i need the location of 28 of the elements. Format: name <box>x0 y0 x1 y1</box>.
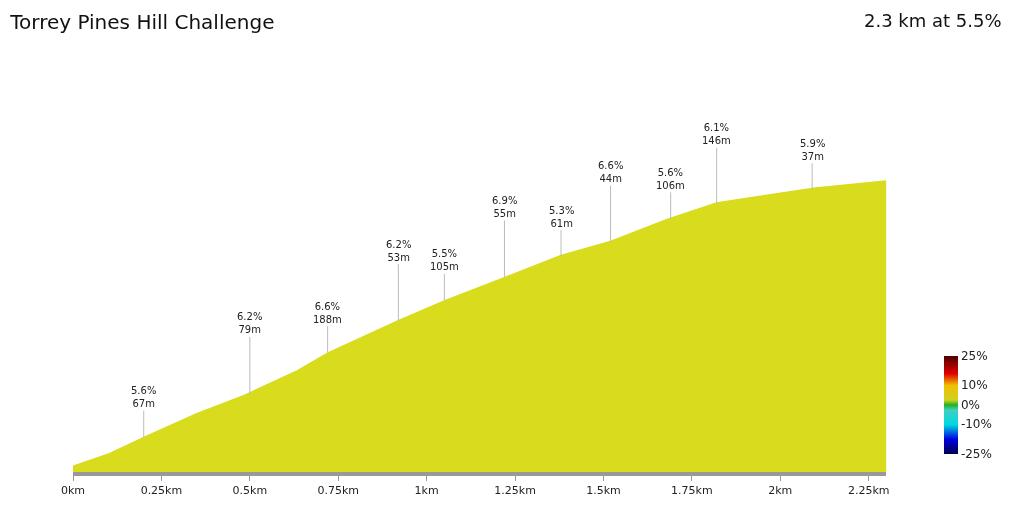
annotation: 6.2% 53m <box>386 239 412 263</box>
annotation: 5.3% 61m <box>549 205 575 229</box>
chart-title: Torrey Pines Hill Challenge <box>9 10 275 35</box>
annotation: 6.2% 79m <box>237 311 263 335</box>
annotation: 6.6% 44m <box>598 160 624 184</box>
color-bar-label: 0% <box>960 397 980 412</box>
annotation: 6.1% 146m <box>702 122 731 146</box>
x-tick-label: 1.25km <box>494 484 536 498</box>
x-tick-label: 1.75km <box>671 484 713 498</box>
x-tick-label: 0.25km <box>140 484 183 498</box>
annotation: 6.6% 188m <box>313 301 342 325</box>
annotation: 5.9% 37m <box>800 138 826 162</box>
color-bar-label: 25% <box>960 348 988 363</box>
color-bar-label: 10% <box>960 378 988 393</box>
color-bar-label: -10% <box>960 417 992 432</box>
annotation: 5.6% 67m <box>131 385 157 409</box>
text: 2.3 km at 5.5% <box>864 10 1002 31</box>
annotation: 5.6% 106m <box>656 167 685 191</box>
annotation: 6.9% 55m <box>492 195 518 219</box>
x-tick-label: 0km <box>60 484 86 498</box>
color-bar-label: -25% <box>960 446 992 461</box>
x-tick-label: 0.5km <box>232 484 268 498</box>
x-tick-label: 2.25km <box>847 484 890 498</box>
x-tick-label: 0.75km <box>317 484 360 498</box>
annotation: 5.5% 105m <box>430 248 459 272</box>
x-tick-label: 1.5km <box>586 484 621 498</box>
x-tick-label: 2km <box>768 484 793 498</box>
x-tick-label: 1km <box>414 484 439 498</box>
